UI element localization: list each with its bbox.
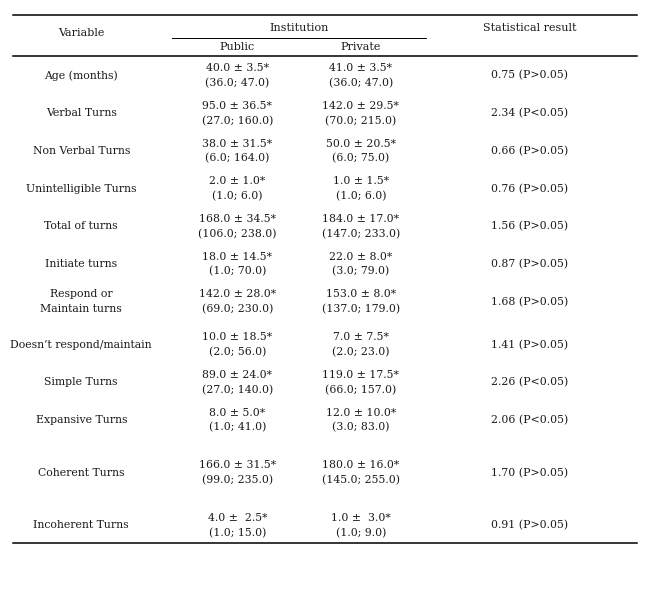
Text: Unintelligible Turns: Unintelligible Turns xyxy=(26,184,136,194)
Text: 18.0 ± 14.5*: 18.0 ± 14.5* xyxy=(202,252,272,261)
Text: 2.0 ± 1.0*: 2.0 ± 1.0* xyxy=(209,176,265,186)
Text: (106.0; 238.0): (106.0; 238.0) xyxy=(198,228,276,239)
Text: (1.0; 70.0): (1.0; 70.0) xyxy=(209,266,266,276)
Text: Coherent Turns: Coherent Turns xyxy=(38,468,125,478)
Text: 184.0 ± 17.0*: 184.0 ± 17.0* xyxy=(322,214,399,224)
Text: 1.70 (P>0.05): 1.70 (P>0.05) xyxy=(491,468,568,478)
Text: 142.0 ± 29.5*: 142.0 ± 29.5* xyxy=(322,101,399,111)
Text: Initiate turns: Initiate turns xyxy=(46,259,117,269)
Text: Total of turns: Total of turns xyxy=(44,221,118,231)
Text: Doesn’t respond/maintain: Doesn’t respond/maintain xyxy=(10,340,152,350)
Text: 1.41 (P>0.05): 1.41 (P>0.05) xyxy=(491,340,568,350)
Text: Verbal Turns: Verbal Turns xyxy=(46,108,117,118)
Text: 12.0 ± 10.0*: 12.0 ± 10.0* xyxy=(326,408,396,417)
Text: (1.0; 9.0): (1.0; 9.0) xyxy=(335,527,386,538)
Text: (145.0; 255.0): (145.0; 255.0) xyxy=(322,475,400,485)
Text: Variable: Variable xyxy=(58,28,105,38)
Text: 1.68 (P>0.05): 1.68 (P>0.05) xyxy=(491,297,568,307)
Text: 180.0 ± 16.0*: 180.0 ± 16.0* xyxy=(322,460,399,470)
Text: 153.0 ± 8.0*: 153.0 ± 8.0* xyxy=(326,289,396,299)
Text: 8.0 ± 5.0*: 8.0 ± 5.0* xyxy=(209,408,265,417)
Text: Non Verbal Turns: Non Verbal Turns xyxy=(32,146,130,156)
Text: (99.0; 235.0): (99.0; 235.0) xyxy=(202,475,273,485)
Text: 0.66 (P>0.05): 0.66 (P>0.05) xyxy=(491,146,568,156)
Text: (70.0; 215.0): (70.0; 215.0) xyxy=(325,115,396,126)
Text: (3.0; 83.0): (3.0; 83.0) xyxy=(332,422,389,432)
Text: 10.0 ± 18.5*: 10.0 ± 18.5* xyxy=(202,332,272,342)
Text: (137.0; 179.0): (137.0; 179.0) xyxy=(322,304,400,314)
Text: (2.0; 23.0): (2.0; 23.0) xyxy=(332,347,389,357)
Text: 38.0 ± 31.5*: 38.0 ± 31.5* xyxy=(202,139,272,148)
Text: (66.0; 157.0): (66.0; 157.0) xyxy=(325,385,396,395)
Text: Institution: Institution xyxy=(269,23,329,33)
Text: 1.56 (P>0.05): 1.56 (P>0.05) xyxy=(491,221,568,231)
Text: Public: Public xyxy=(220,42,255,51)
Text: (36.0; 47.0): (36.0; 47.0) xyxy=(329,78,393,88)
Text: (36.0; 47.0): (36.0; 47.0) xyxy=(205,78,269,88)
Text: (27.0; 160.0): (27.0; 160.0) xyxy=(202,115,273,126)
Text: (6.0; 75.0): (6.0; 75.0) xyxy=(332,153,389,163)
Text: (27.0; 140.0): (27.0; 140.0) xyxy=(202,385,273,395)
Text: 142.0 ± 28.0*: 142.0 ± 28.0* xyxy=(199,289,276,299)
Text: 40.0 ± 3.5*: 40.0 ± 3.5* xyxy=(206,63,268,73)
Text: 2.06 (P<0.05): 2.06 (P<0.05) xyxy=(491,415,568,425)
Text: 0.87 (P>0.05): 0.87 (P>0.05) xyxy=(491,259,568,269)
Text: 1.0 ±  3.0*: 1.0 ± 3.0* xyxy=(331,513,391,523)
Text: (1.0; 6.0): (1.0; 6.0) xyxy=(335,191,386,201)
Text: 22.0 ± 8.0*: 22.0 ± 8.0* xyxy=(329,252,393,261)
Text: Private: Private xyxy=(341,42,381,51)
Text: (3.0; 79.0): (3.0; 79.0) xyxy=(332,266,389,276)
Text: 50.0 ± 20.5*: 50.0 ± 20.5* xyxy=(326,139,396,148)
Text: Age (months): Age (months) xyxy=(44,71,118,81)
Text: (1.0; 15.0): (1.0; 15.0) xyxy=(209,527,266,538)
Text: Respond or: Respond or xyxy=(50,289,112,299)
Text: 0.91 (P>0.05): 0.91 (P>0.05) xyxy=(491,520,568,530)
Text: (147.0; 233.0): (147.0; 233.0) xyxy=(322,228,400,239)
Text: Simple Turns: Simple Turns xyxy=(44,377,118,388)
Text: (69.0; 230.0): (69.0; 230.0) xyxy=(202,304,273,314)
Text: 0.75 (P>0.05): 0.75 (P>0.05) xyxy=(491,71,568,81)
Text: 7.0 ± 7.5*: 7.0 ± 7.5* xyxy=(333,332,389,342)
Text: (1.0; 41.0): (1.0; 41.0) xyxy=(209,422,266,432)
Text: Statistical result: Statistical result xyxy=(483,23,577,33)
Text: 168.0 ± 34.5*: 168.0 ± 34.5* xyxy=(199,214,276,224)
Text: 2.34 (P<0.05): 2.34 (P<0.05) xyxy=(491,108,568,118)
Text: 41.0 ± 3.5*: 41.0 ± 3.5* xyxy=(330,63,392,73)
Text: 119.0 ± 17.5*: 119.0 ± 17.5* xyxy=(322,370,399,380)
Text: 0.76 (P>0.05): 0.76 (P>0.05) xyxy=(491,184,568,194)
Text: 89.0 ± 24.0*: 89.0 ± 24.0* xyxy=(202,370,272,380)
Text: Expansive Turns: Expansive Turns xyxy=(36,415,127,425)
Text: Maintain turns: Maintain turns xyxy=(40,304,122,314)
Text: (6.0; 164.0): (6.0; 164.0) xyxy=(205,153,270,163)
Text: Incoherent Turns: Incoherent Turns xyxy=(33,520,129,530)
Text: 166.0 ± 31.5*: 166.0 ± 31.5* xyxy=(199,460,276,470)
Text: 1.0 ± 1.5*: 1.0 ± 1.5* xyxy=(333,176,389,186)
Text: (2.0; 56.0): (2.0; 56.0) xyxy=(209,347,266,357)
Text: 4.0 ±  2.5*: 4.0 ± 2.5* xyxy=(207,513,267,523)
Text: 2.26 (P<0.05): 2.26 (P<0.05) xyxy=(491,377,568,388)
Text: 95.0 ± 36.5*: 95.0 ± 36.5* xyxy=(202,101,272,111)
Text: (1.0; 6.0): (1.0; 6.0) xyxy=(212,191,263,201)
